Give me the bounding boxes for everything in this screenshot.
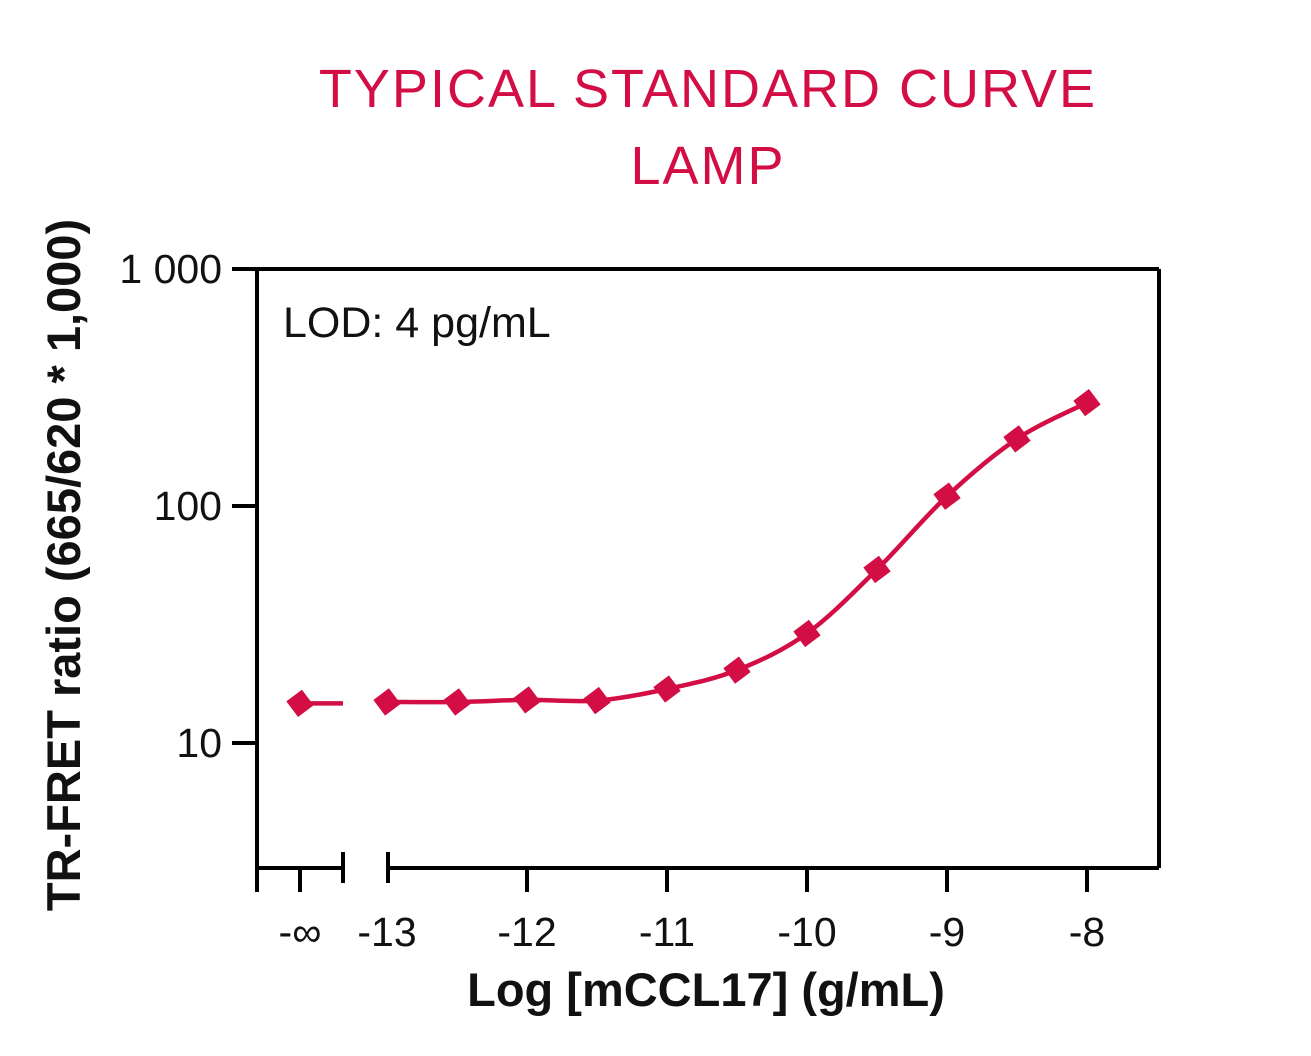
axes: 1 000 100 10 -∞ -13 -12 -11 -10 -9 -8 (119, 246, 1161, 955)
y-tick-label: 10 (176, 720, 222, 766)
data-point-marker (513, 686, 541, 714)
chart-title: TYPICAL STANDARD CURVE (319, 59, 1097, 119)
x-tick-label: -13 (357, 909, 416, 955)
data-point-marker (443, 688, 471, 716)
data-point-marker (286, 689, 314, 718)
chart-subtitle: LAMP (630, 136, 785, 196)
x-tick-label: -9 (929, 909, 965, 955)
data-point-marker (933, 482, 961, 510)
data-point-marker (373, 688, 401, 716)
data-point-marker (1073, 388, 1101, 417)
y-axis-label: TR-FRET ratio (665/620 * 1,000) (37, 219, 90, 911)
x-tick-label: -∞ (279, 909, 322, 955)
x-axis-label: Log [mCCL17] (g/mL) (467, 963, 945, 1016)
data-point-marker (583, 686, 611, 715)
x-tick-label: -12 (497, 909, 556, 955)
y-tick-label: 100 (154, 483, 222, 529)
y-tick-label: 1 000 (119, 246, 222, 292)
plot-frame (255, 267, 1161, 892)
standard-curve-line (386, 400, 1089, 705)
x-tick-label: -11 (639, 909, 695, 955)
lod-annotation: LOD: 4 pg/mL (283, 299, 551, 347)
x-tick-label: -10 (777, 909, 836, 955)
data-series (286, 388, 1101, 718)
data-point-marker (723, 656, 751, 684)
data-point-marker (863, 555, 891, 584)
data-point-marker (1003, 425, 1031, 453)
x-axis-break-mark (341, 852, 390, 883)
data-point-marker (653, 675, 681, 703)
data-point-marker (793, 619, 821, 648)
x-tick-label: -8 (1069, 909, 1105, 955)
